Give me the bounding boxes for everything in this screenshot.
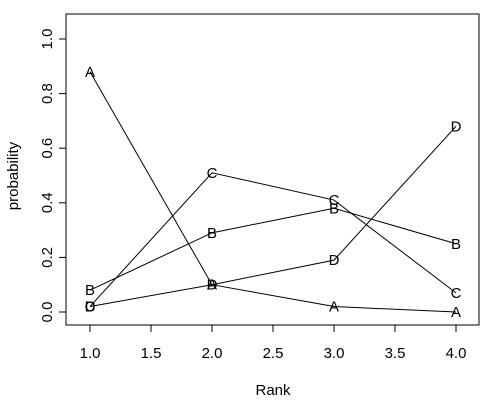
- point-label-b: B: [451, 236, 461, 253]
- point-label-d: D: [207, 277, 218, 294]
- point-label-a: A: [85, 64, 95, 81]
- y-tick-label: 1.0: [39, 29, 56, 50]
- x-tick-label: 3.0: [324, 345, 345, 362]
- series-lines: [89, 71, 457, 313]
- x-tick-label: 2.5: [263, 345, 284, 362]
- y-tick-label: 0.4: [39, 192, 56, 213]
- y-tick-label: 0.0: [39, 302, 56, 323]
- point-label-c: C: [85, 299, 96, 316]
- series-line-d: [89, 126, 457, 308]
- point-label-c: C: [207, 165, 218, 182]
- point-label-b: B: [207, 225, 217, 242]
- series-line-c: [89, 172, 457, 307]
- y-tick-label: 0.6: [39, 138, 56, 159]
- point-label-c: C: [329, 192, 340, 209]
- point-label-d: D: [85, 299, 96, 316]
- x-tick-label: 1.5: [141, 345, 162, 362]
- point-label-a: A: [451, 304, 461, 321]
- point-label-d: D: [451, 118, 462, 135]
- x-tick-label: 1.0: [80, 345, 101, 362]
- x-tick-label: 4.0: [446, 345, 467, 362]
- y-tick-label: 0.8: [39, 83, 56, 104]
- point-label-c: C: [451, 285, 462, 302]
- point-label-b: B: [329, 200, 339, 217]
- x-tick-label: 3.5: [385, 345, 406, 362]
- series-line-a: [89, 71, 457, 313]
- axes: 1.0 1.5 2.0 2.5 3.0 3.5 4.0 0.0 0.2 0.4 0.6 0.8 1.0: [39, 29, 466, 362]
- point-label-a: A: [207, 277, 217, 294]
- x-tick-label: 2.0: [202, 345, 223, 362]
- x-axis-label: Rank: [255, 382, 291, 399]
- point-label-a: A: [329, 299, 339, 316]
- series-line-b: [89, 207, 457, 291]
- y-axis-label: probability: [5, 141, 22, 210]
- y-tick-label: 0.2: [39, 247, 56, 268]
- point-label-d: D: [329, 252, 340, 269]
- point-label-b: B: [85, 282, 95, 299]
